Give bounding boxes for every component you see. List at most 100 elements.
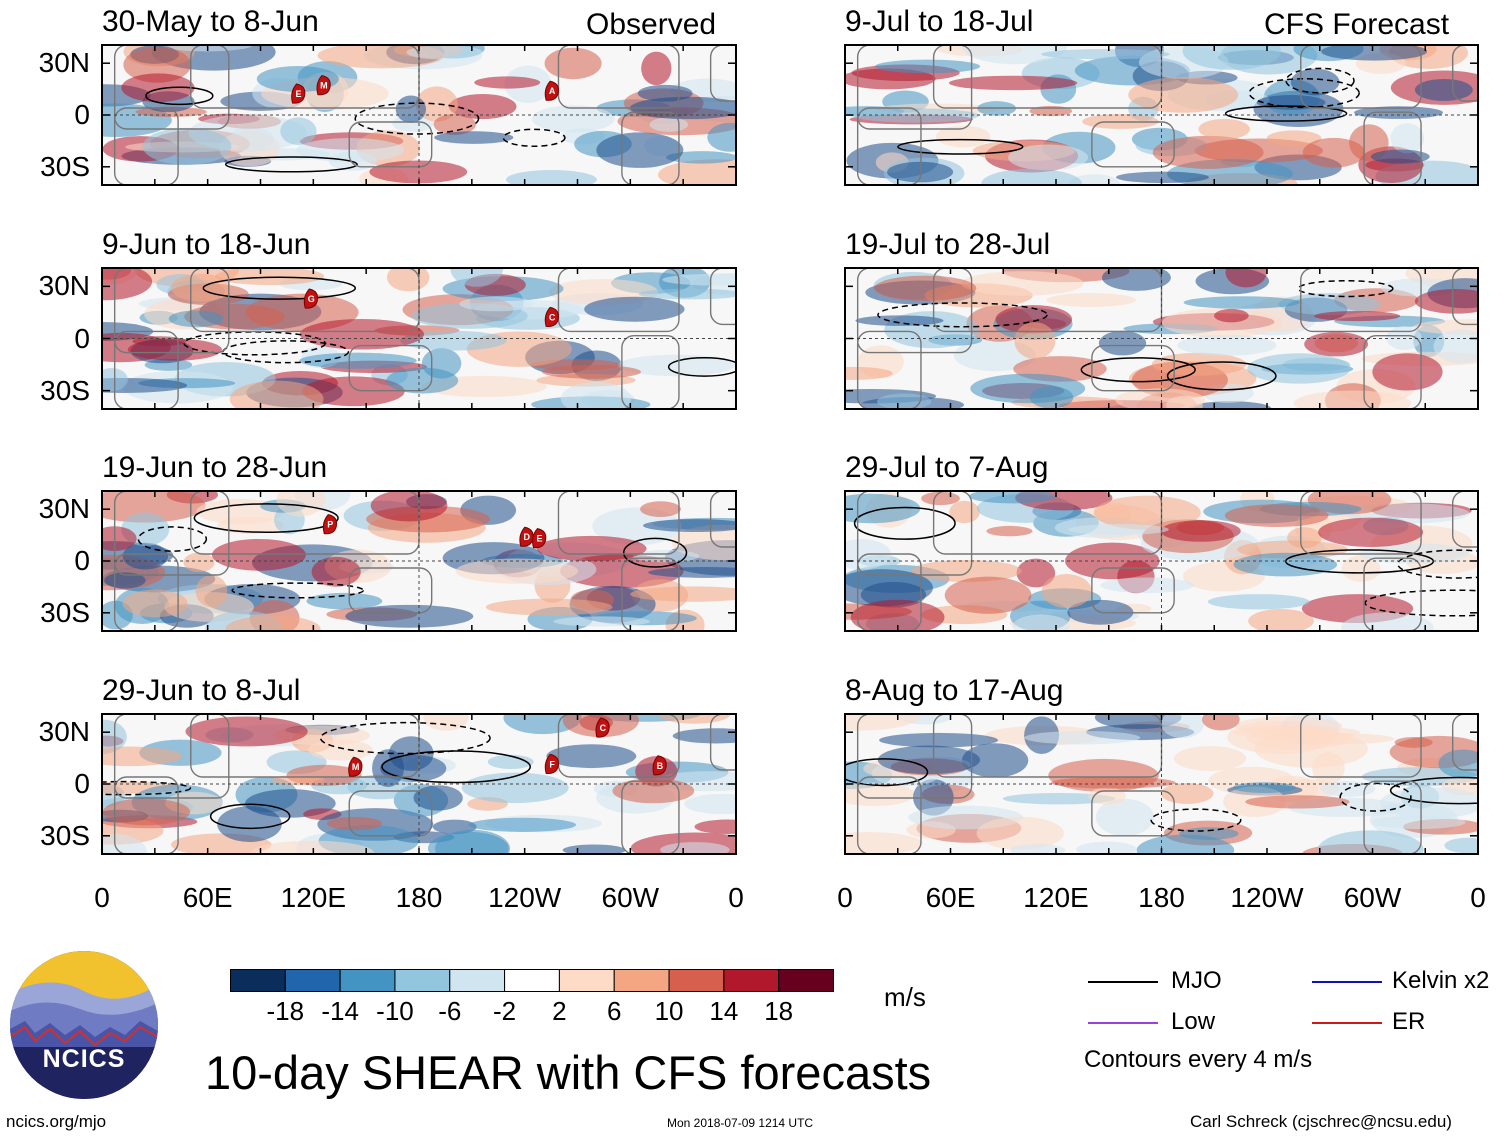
shear-anomaly-blob	[671, 524, 736, 561]
shear-anomaly-blob	[935, 125, 991, 148]
legend-mjo-label: MJO	[1171, 967, 1222, 994]
storm-label: M	[352, 762, 360, 772]
shear-anomaly-blob	[953, 339, 1036, 372]
forecast-panel-4-title: 8-Aug to 17-Aug	[845, 674, 1064, 707]
shear-anomaly-blob	[1182, 45, 1281, 70]
shear-anomaly-blob	[1095, 798, 1154, 836]
continent-outline	[621, 111, 680, 185]
y-tick-label: 30N	[38, 716, 90, 748]
storm-marker: E	[532, 528, 547, 549]
shear-anomaly-blob	[641, 51, 672, 86]
continent-outline	[113, 714, 230, 799]
colorbar-tick-label: 14	[709, 996, 739, 1026]
shear-anomaly-blob	[280, 117, 317, 145]
shear-anomaly-blob	[1177, 334, 1277, 356]
contour-line	[145, 86, 214, 106]
contour-line	[202, 276, 357, 300]
shear-anomaly-blob	[968, 491, 1056, 504]
shear-anomaly-blob	[1198, 118, 1250, 140]
shear-anomaly-blob	[1202, 714, 1240, 731]
shear-anomaly-blob	[1232, 782, 1296, 793]
colorbar-swatch	[449, 969, 506, 992]
shear-anomaly-blob	[629, 96, 736, 120]
storm-label: G	[308, 294, 315, 304]
shear-anomaly-blob	[345, 604, 474, 628]
main-title: 10-day SHEAR with CFS forecasts	[205, 1046, 932, 1099]
colorbar	[230, 969, 835, 992]
continent-outline	[856, 268, 973, 354]
shear-anomaly-blob	[546, 744, 637, 769]
shear-anomaly-blob	[1128, 77, 1239, 113]
shear-anomaly-blob	[1152, 135, 1264, 169]
shear-anomaly-blob	[503, 714, 582, 735]
legend-er-label: ER	[1392, 1008, 1426, 1035]
shear-anomaly-blob	[1088, 787, 1126, 805]
storm-label: C	[549, 312, 556, 322]
shear-anomaly-blob	[1098, 330, 1147, 356]
shear-anomaly-blob	[302, 376, 405, 407]
shear-anomaly-blob	[1341, 555, 1381, 582]
shear-anomaly-blob	[1160, 520, 1241, 542]
colorbar-tick-label: 10	[654, 996, 684, 1026]
contour-line	[897, 138, 1024, 155]
continent-outline	[113, 107, 179, 185]
y-tick-label: 30S	[40, 596, 90, 628]
shear-anomaly-blob	[986, 525, 1033, 537]
shear-anomaly-blob	[326, 816, 383, 831]
forecast-panel-4	[844, 713, 1479, 855]
y-tick-label: 30N	[38, 270, 90, 302]
shear-anomaly-blob	[1247, 353, 1351, 384]
continent-outline	[348, 567, 433, 614]
shear-anomaly-blob	[127, 338, 222, 361]
footer-url[interactable]: ncics.org/mjo	[6, 1112, 107, 1131]
shear-anomaly-blob	[225, 615, 321, 631]
continent-outline	[348, 344, 433, 392]
shear-anomaly-blob	[1314, 311, 1401, 322]
contour-line	[1080, 357, 1196, 383]
storm-label: B	[657, 761, 664, 771]
contour-line	[209, 803, 291, 830]
shear-anomaly-blob	[102, 798, 191, 826]
continent-outline	[1451, 714, 1478, 771]
shear-anomaly-blob	[1046, 293, 1136, 307]
shear-anomaly-blob	[217, 806, 282, 843]
contour-line	[845, 758, 929, 787]
colorbar-swatch	[558, 969, 615, 992]
shear-anomaly-blob	[211, 538, 306, 571]
forecast-panel-3	[844, 490, 1479, 632]
continent-outline	[1451, 491, 1478, 548]
shear-anomaly-blob	[1278, 293, 1381, 316]
shear-anomaly-blob	[1372, 353, 1443, 391]
shear-anomaly-blob	[102, 833, 147, 854]
colorbar-swatch	[778, 969, 835, 992]
y-tick-label: 0	[74, 768, 90, 799]
continent-outline	[1363, 111, 1422, 185]
continent-outline	[1091, 344, 1175, 392]
x-tick-label: 120E	[1023, 882, 1089, 913]
contour-line	[193, 503, 339, 533]
shear-anomaly-blob	[948, 75, 1078, 91]
contour-line	[231, 582, 365, 599]
continent-outline	[113, 268, 230, 354]
shear-anomaly-blob	[845, 569, 933, 607]
continent-outline	[1091, 567, 1175, 614]
shear-anomaly-blob	[450, 268, 504, 287]
continent-outline	[856, 776, 922, 854]
shear-anomaly-blob	[1438, 749, 1478, 779]
colorbar-swatch	[504, 969, 560, 992]
shear-anomaly-blob	[562, 844, 626, 854]
shear-anomaly-blob	[662, 273, 736, 286]
shear-anomaly-blob	[672, 728, 736, 744]
shear-anomaly-blob	[413, 785, 463, 811]
shear-anomaly-blob	[1050, 776, 1176, 789]
shear-anomaly-blob	[707, 122, 736, 152]
shear-anomaly-blob	[370, 491, 448, 522]
shear-anomaly-blob	[1207, 594, 1310, 610]
storm-marker: D	[519, 526, 534, 547]
contour-line	[137, 526, 208, 552]
continent-outline	[709, 268, 736, 326]
shear-anomaly-blob	[1321, 45, 1428, 61]
contour-line	[183, 331, 326, 356]
continent-outline	[856, 714, 973, 799]
